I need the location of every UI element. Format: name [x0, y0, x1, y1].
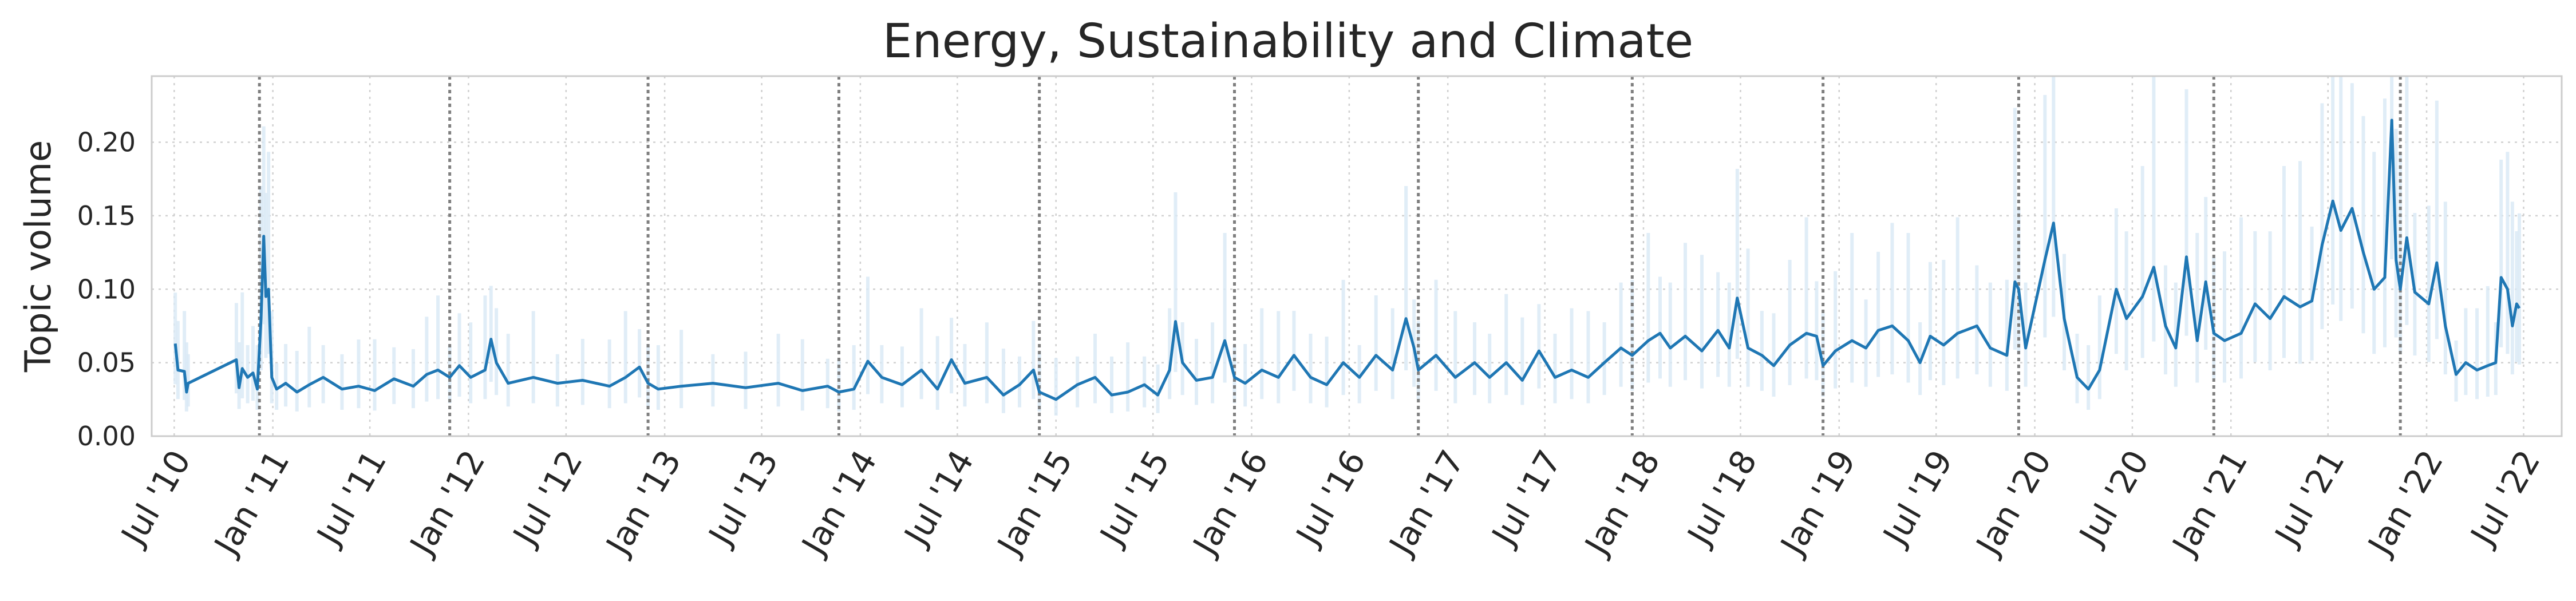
x-tick-label: Jul '11: [309, 444, 394, 553]
y-axis-label: Topic volume: [17, 140, 59, 373]
series-lines: [173, 118, 2521, 401]
event-markers: [258, 76, 2402, 436]
series-line: [173, 118, 2521, 401]
x-tick-label: Jul '14: [896, 444, 981, 553]
y-tick-label: 0.15: [77, 200, 136, 231]
x-tick-label: Jul '17: [1483, 444, 1568, 553]
x-tick-label: Jan '11: [206, 444, 297, 563]
y-tick-label: 0.00: [77, 421, 136, 452]
x-axis-ticks: Jul '10 Jan '11 Jul '11 Jan '12 Jul '12 Jan '…: [113, 444, 2548, 563]
x-tick-label: Jan '17: [1381, 444, 1472, 563]
x-tick-label: Jul '18: [1679, 444, 1764, 553]
x-tick-label: Jan '21: [2164, 444, 2255, 563]
x-tick-label: Jan '18: [1577, 444, 1668, 563]
chart-title: Energy, Sustainability and Climate: [883, 14, 1693, 69]
x-tick-label: Jul '19: [1875, 444, 1960, 553]
volume-band: [173, 76, 2522, 416]
plot-area-frame: [151, 75, 2563, 437]
x-tick-label: Jan '13: [598, 444, 689, 563]
y-tick-label: 0.10: [77, 274, 136, 305]
x-tick-label: Jan '14: [793, 444, 884, 563]
x-tick-label: Jul '20: [2071, 444, 2156, 553]
x-tick-label: Jul '12: [504, 444, 590, 553]
x-tick-label: Jul '15: [1092, 444, 1177, 553]
x-tick-label: Jul '16: [1288, 444, 1373, 553]
x-tick-label: Jan '19: [1772, 444, 1863, 563]
x-tick-label: Jan '12: [401, 444, 492, 563]
y-tick-label: 0.05: [77, 347, 136, 378]
grid: [152, 76, 2562, 437]
y-tick-label: 0.20: [77, 127, 136, 158]
x-tick-label: Jul '10: [113, 444, 198, 553]
x-tick-label: Jan '20: [1967, 444, 2059, 563]
x-tick-label: Jul '21: [2266, 444, 2352, 553]
x-tick-label: Jan '22: [2360, 444, 2451, 563]
x-tick-label: Jul '22: [2462, 444, 2547, 553]
x-tick-label: Jul '13: [700, 444, 785, 553]
y-axis-ticks: 0.00 0.05 0.10 0.15 0.20: [77, 127, 136, 452]
x-tick-label: Jan '16: [1184, 444, 1275, 563]
x-tick-label: Jan '15: [989, 444, 1080, 563]
